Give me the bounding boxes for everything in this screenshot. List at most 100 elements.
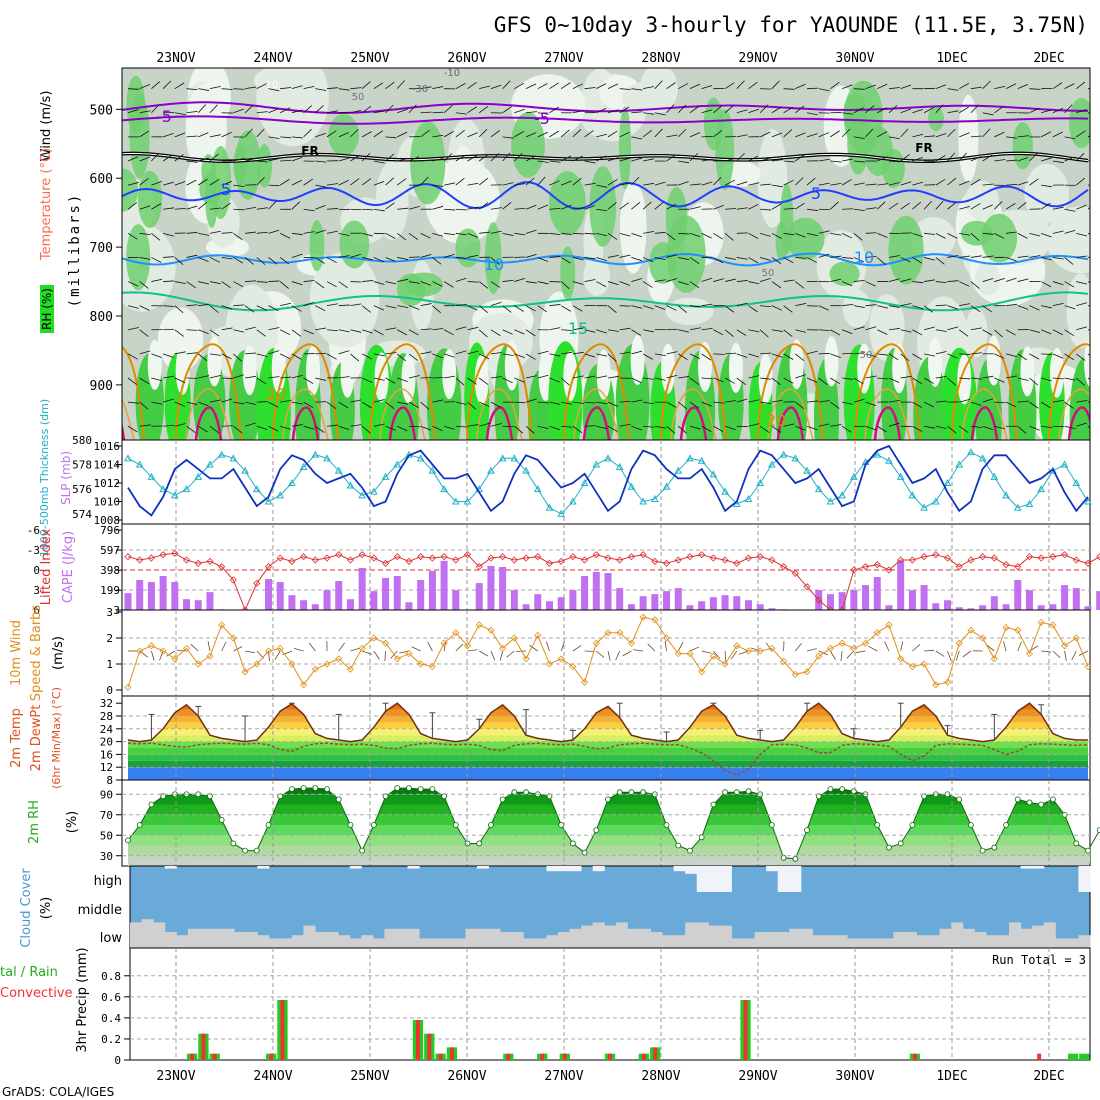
wind-barb: [338, 179, 349, 186]
wind-speed-marker: [475, 621, 483, 629]
wind-barb: [373, 305, 385, 311]
wind-speed-marker: [487, 626, 495, 634]
li-marker: [592, 551, 600, 559]
moist-blob: [455, 228, 481, 268]
cloud-low-bar: [939, 928, 952, 948]
wind-barb: [560, 305, 571, 312]
cape-series: [124, 549, 1100, 614]
wind-barb: [994, 131, 1005, 138]
wind-speed-marker: [932, 681, 940, 689]
wind-barb: [842, 329, 853, 335]
cloud-low-bar: [997, 935, 1010, 948]
cloud-low-bar: [384, 928, 397, 948]
wind-barb: [830, 255, 842, 258]
wind-barb: [162, 80, 172, 89]
wind-barb: [385, 352, 397, 355]
wind-barb: [397, 207, 409, 210]
wind-barb: [572, 375, 584, 379]
wind-barb: [373, 423, 385, 427]
wind-barb: [244, 422, 256, 427]
cape-bar: [276, 582, 284, 610]
wind-barb: [713, 232, 723, 240]
cloud-high-gap: [1020, 866, 1033, 869]
wind-barb: [736, 181, 748, 186]
moist-blob: [511, 112, 545, 178]
wind-barb: [806, 257, 817, 263]
wind-barb: [841, 232, 853, 239]
wind-speed-marker: [440, 639, 448, 647]
wind-barb: [923, 305, 934, 313]
wind-barb: [186, 88, 198, 91]
wind-barb: [631, 176, 640, 186]
wind-barb: [607, 109, 619, 114]
wind-speed-marker: [709, 652, 717, 660]
cape-bar: [581, 576, 589, 610]
wind-barb: [900, 641, 904, 652]
rh-marker: [300, 785, 307, 791]
wind-barb: [174, 423, 186, 427]
wind-barb: [713, 650, 721, 659]
wind-barb: [233, 353, 242, 362]
wind-barb: [631, 111, 643, 114]
cloud-high-gap: [164, 866, 177, 869]
wind-barb: [399, 650, 410, 654]
wind-barb: [935, 425, 947, 429]
slp-line: [127, 444, 1089, 517]
cloud-low-bar: [1066, 938, 1079, 948]
wind-barb: [888, 377, 900, 383]
wind-barb: [186, 352, 198, 355]
wind-barb: [525, 281, 537, 284]
wind-barb: [163, 305, 175, 307]
rh-marker: [839, 786, 846, 793]
thickness-marker: [639, 497, 647, 505]
wind-barb: [198, 157, 209, 162]
precip-convective-bar: [416, 1020, 420, 1060]
wind-barb: [280, 329, 291, 336]
li-marker: [756, 553, 764, 561]
rh-marker: [956, 796, 963, 803]
wind-barb: [280, 425, 291, 430]
wind-barb: [631, 399, 643, 403]
wind-barb: [549, 377, 560, 383]
wind-barb: [361, 81, 371, 89]
cape-tick-label: 597: [100, 544, 120, 557]
thickness-marker: [838, 491, 846, 499]
wind-barb: [959, 232, 971, 236]
cloud-low-bar: [685, 922, 698, 948]
wind-barb: [537, 160, 549, 163]
wind-speed-marker: [276, 644, 284, 652]
precip-convective-bar: [280, 1000, 285, 1060]
temp-tick-label: 20: [100, 736, 113, 749]
precip-convective-bar: [1037, 1053, 1042, 1060]
wind-barb: [1005, 83, 1017, 90]
wind-barb: [373, 160, 385, 164]
rh-marker: [148, 801, 155, 808]
wind-speed-marker: [1084, 663, 1092, 671]
wind-barb: [678, 160, 690, 164]
li-marker: [604, 554, 612, 562]
rh-marker: [663, 822, 670, 828]
wind-barb: [315, 88, 327, 91]
wind-barb: [970, 401, 982, 406]
cape-bar: [171, 582, 179, 610]
wind-barb: [1064, 329, 1075, 336]
wind-barb: [947, 110, 959, 114]
wind-barb: [245, 375, 257, 379]
cloud-series: [130, 866, 1091, 948]
wind-barb: [244, 305, 255, 313]
wind-barb: [209, 85, 221, 90]
cloud-low-bar: [858, 938, 871, 948]
wind-speed-marker: [897, 655, 905, 663]
wind-barb: [666, 374, 678, 379]
wind-barb: [362, 232, 373, 237]
wind-barb: [385, 232, 396, 239]
wind-barb: [760, 377, 772, 380]
rh-marker: [874, 822, 881, 828]
li-marker: [768, 556, 776, 564]
wind-barb: [163, 280, 175, 282]
wind-barb: [514, 82, 525, 90]
li-marker: [218, 563, 226, 571]
dry-blob: [665, 297, 714, 326]
wind-barb: [1005, 277, 1017, 282]
wind-barb: [982, 425, 994, 430]
